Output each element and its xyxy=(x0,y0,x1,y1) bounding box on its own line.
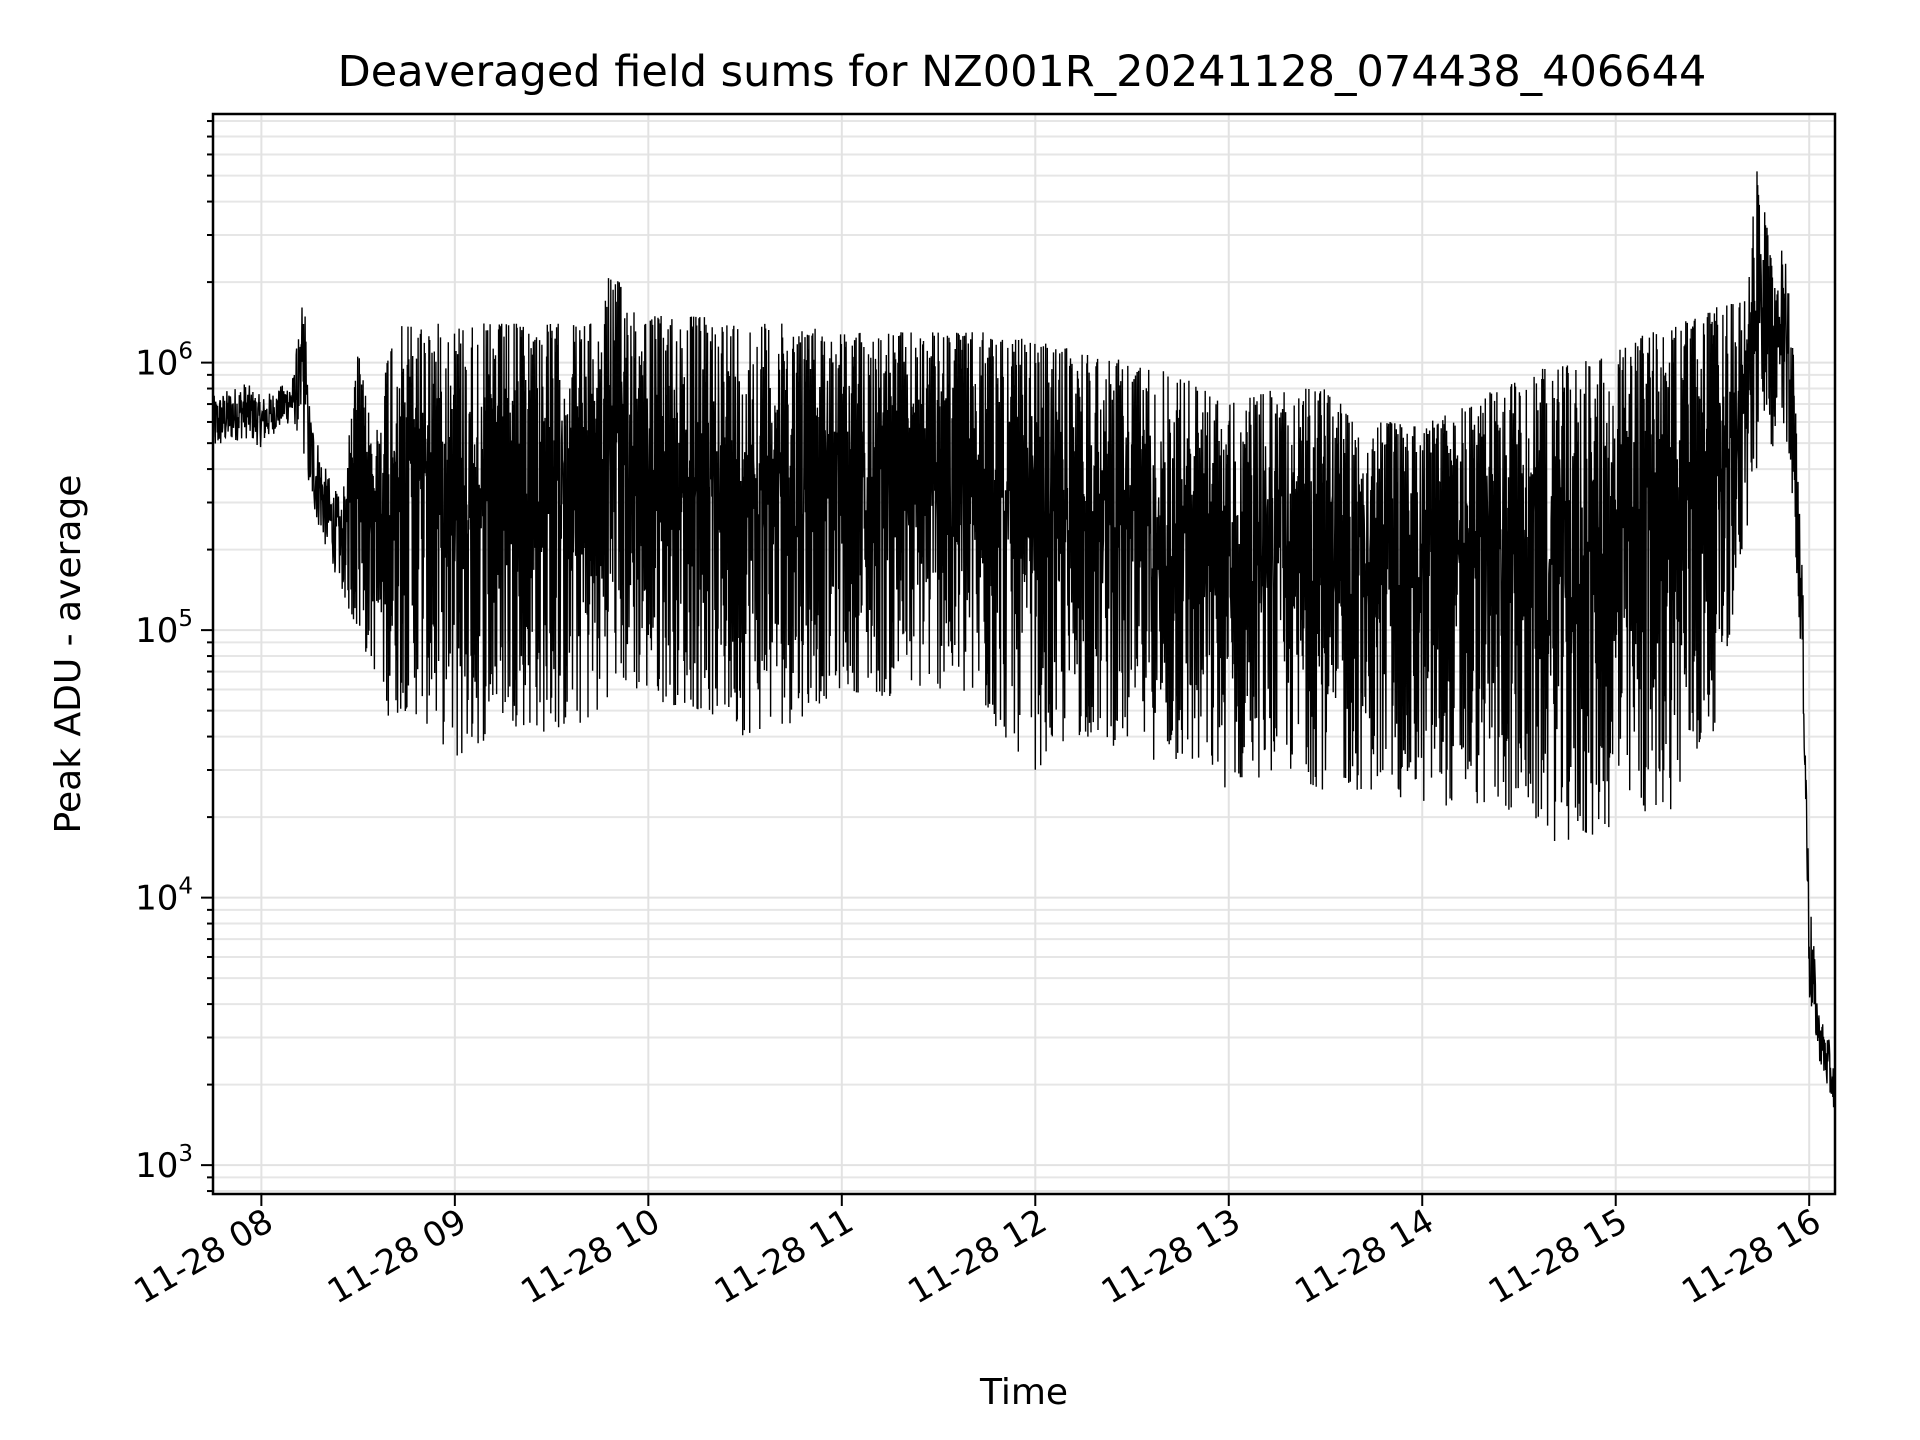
y-tick-label: 103 xyxy=(135,1141,193,1186)
y-tick-label: 105 xyxy=(135,606,193,651)
x-tick-label: 11-28 10 xyxy=(514,1201,666,1312)
x-tick-label: 11-28 15 xyxy=(1482,1201,1634,1312)
series-line xyxy=(213,171,1835,1108)
x-tick-label: 11-28 16 xyxy=(1675,1201,1827,1312)
x-tick-label: 11-28 14 xyxy=(1288,1201,1440,1312)
x-axis-label: Time xyxy=(979,1372,1068,1413)
y-tick-label: 104 xyxy=(135,874,193,919)
x-axis: 11-28 08 11-28 09 11-28 10 11-28 11 11-28 12… xyxy=(127,1194,1828,1312)
chart-title: Deaveraged field sums for NZ001R_2024112… xyxy=(338,47,1707,97)
series-layer xyxy=(213,171,1835,1108)
x-tick-label: 11-28 11 xyxy=(708,1201,860,1312)
x-tick-label: 11-28 12 xyxy=(901,1201,1053,1312)
y-axis-label: Peak ADU - average xyxy=(48,475,89,834)
y-axis: 103 104 105 106 xyxy=(135,120,213,1193)
x-tick-label: 11-28 09 xyxy=(321,1201,473,1312)
x-tick-label: 11-28 13 xyxy=(1095,1201,1247,1312)
plot-frame xyxy=(211,112,1837,1196)
x-tick-label: 11-28 08 xyxy=(127,1201,279,1312)
y-tick-label: 106 xyxy=(135,339,193,384)
